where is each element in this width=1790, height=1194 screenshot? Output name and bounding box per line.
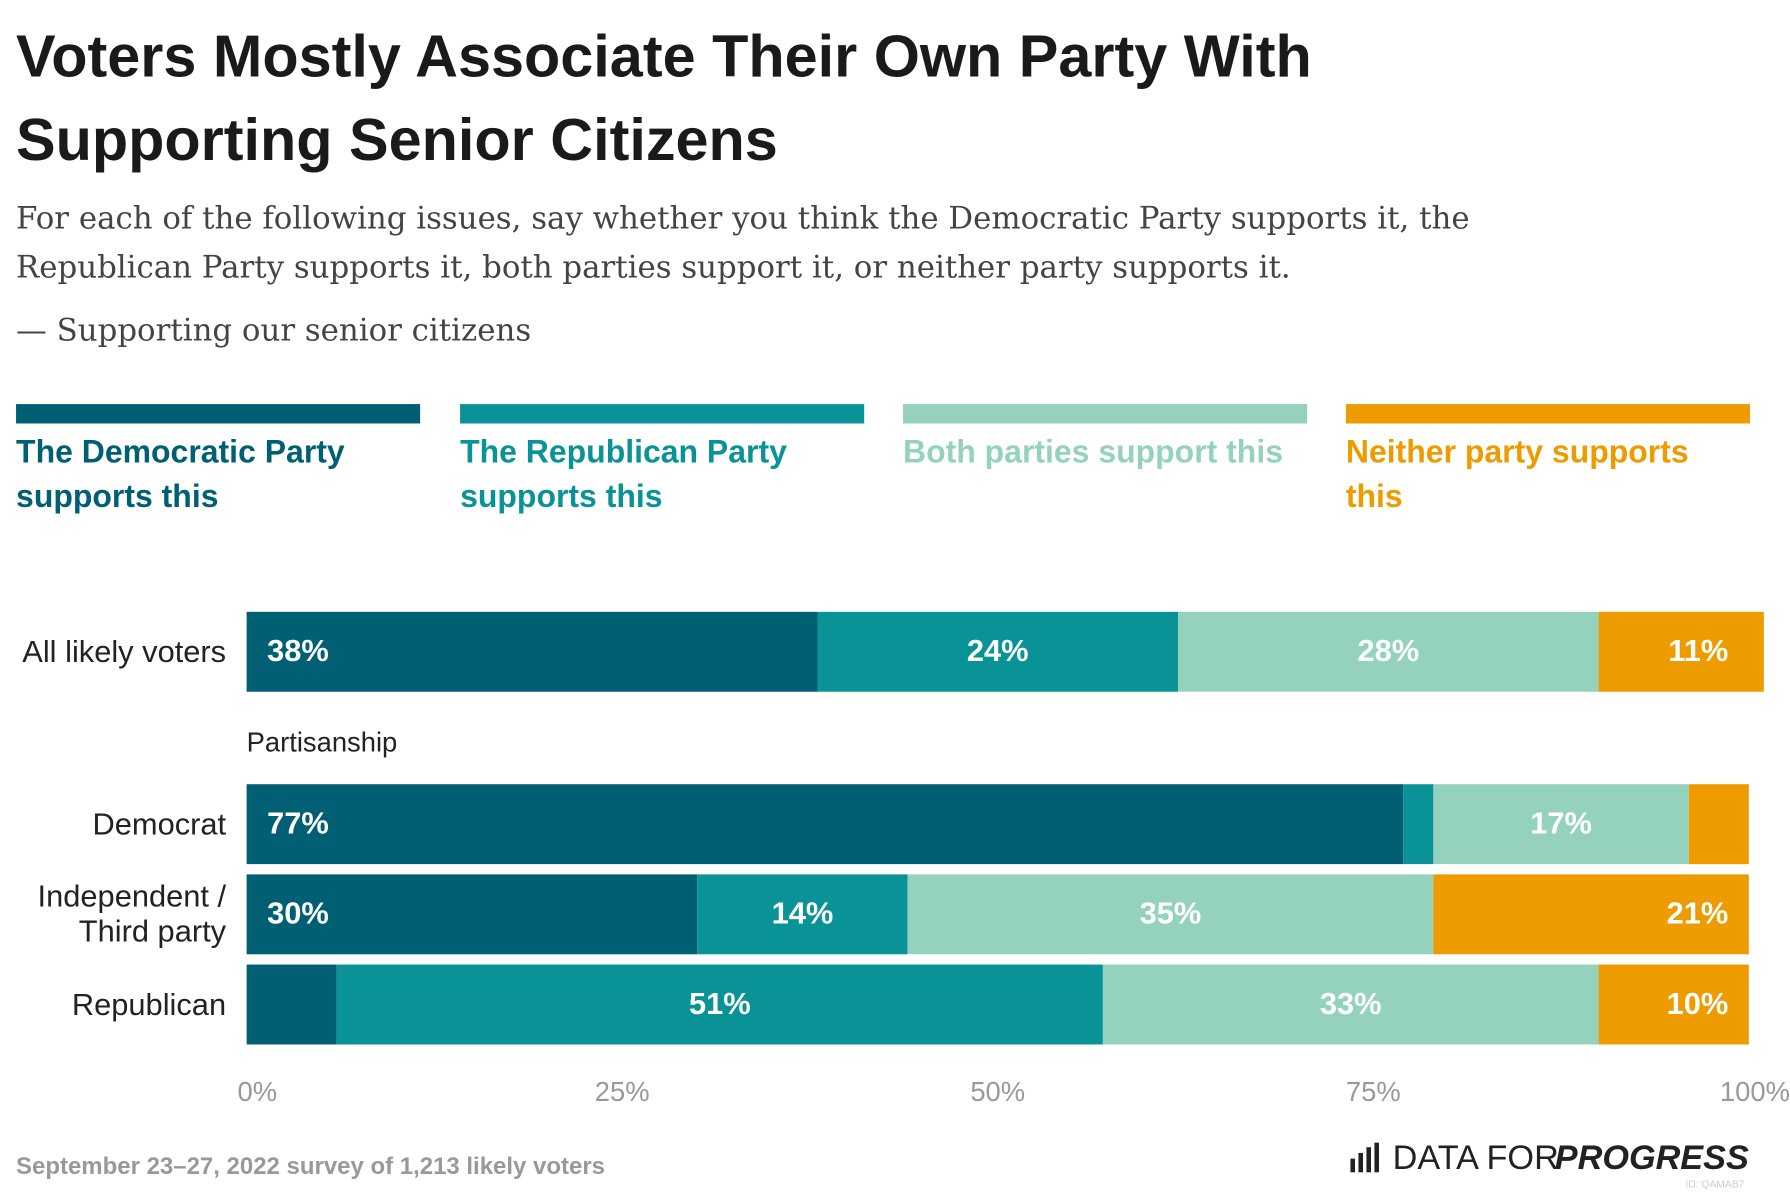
bar-segment [1433, 874, 1749, 955]
x-tick-label: 50% [970, 1076, 1025, 1107]
value-label: 77% [267, 805, 329, 840]
value-label: 28% [1357, 633, 1419, 668]
x-tick-label: 75% [1346, 1076, 1401, 1107]
logo-icon [1358, 1152, 1364, 1173]
legend-swatch [902, 404, 1308, 424]
note: September 23–27, 2022 survey of 1,213 li… [16, 1153, 605, 1180]
x-tick-label: 100% [1720, 1076, 1790, 1107]
y-tick-label-box: All likely voters [22, 634, 227, 669]
legend-label: The Democratic Party supports this [16, 433, 345, 514]
id-code: ID: QAMAB7 [1686, 1180, 1745, 1191]
bar-segment [246, 874, 698, 955]
legend-label-box: The Republican Party supports this [460, 433, 787, 514]
bar-segment [246, 964, 337, 1045]
bar-segment [1403, 784, 1434, 865]
group-label: Partisanship [247, 726, 398, 757]
value-label: 30% [267, 896, 329, 931]
value-label: 10% [1667, 986, 1729, 1021]
bar-segment [1688, 784, 1749, 865]
logo-icon [1350, 1158, 1356, 1173]
legend-label: Both parties support this [902, 433, 1283, 470]
bar-segment [1598, 611, 1764, 692]
brand-text-bold: PROGRESS [1555, 1139, 1749, 1177]
bar-segment [1102, 964, 1599, 1045]
value-label: 17% [1530, 805, 1592, 840]
legend-label-box: Both parties support this [902, 433, 1283, 470]
value-label: 51% [689, 986, 751, 1021]
bar-segment [1433, 784, 1689, 865]
logo-icon [1366, 1147, 1372, 1173]
y-tick-label-box: Republican [71, 986, 227, 1022]
y-tick-label: Republican [71, 986, 227, 1022]
value-label: 33% [1320, 986, 1382, 1021]
logo-icon [1374, 1142, 1379, 1173]
legend-swatch [16, 404, 421, 424]
bar-segment [817, 611, 1178, 692]
x-tick-label: 25% [595, 1076, 650, 1107]
legend-label-box: Neither party supports this [1345, 433, 1689, 514]
legend-label: The Republican Party supports this [460, 433, 787, 514]
legend-label-box: The Democratic Party supports this [16, 433, 345, 514]
y-tick-label: Democrat [92, 806, 227, 841]
bar-segment [1177, 611, 1599, 692]
x-tick-label: 0% [238, 1076, 278, 1107]
legend-swatch [1345, 404, 1750, 424]
logo: DATA FOR PROGRESS ID: QAMAB7 [1350, 1139, 1749, 1191]
legend-label: Neither party supports this [1345, 433, 1689, 514]
value-label: 21% [1667, 896, 1729, 931]
y-tick-label: All likely voters [22, 634, 227, 669]
bar-segment [1598, 964, 1749, 1045]
value-label: 24% [967, 633, 1029, 668]
value-label: 38% [267, 633, 329, 668]
brand-text: DATA FOR [1393, 1139, 1559, 1177]
bar-segment [246, 611, 818, 692]
bar-segment [246, 784, 1404, 865]
chart-subtitle: For each of the following issues, say wh… [16, 200, 1470, 286]
y-tick-label-box: Independent / Third party [37, 878, 227, 949]
question-item: — Supporting our senior citizens [16, 313, 531, 349]
legend-swatch [460, 404, 865, 424]
subtitle-box: For each of the following issues, say wh… [16, 200, 1470, 286]
title-box: Voters Mostly Associate Their Own Party … [16, 23, 1312, 174]
value-label: 35% [1140, 896, 1202, 931]
bar-segment [907, 874, 1434, 955]
value-label: 11% [1668, 633, 1728, 668]
chart-title: Voters Mostly Associate Their Own Party … [16, 23, 1312, 174]
bar-segment [697, 874, 908, 955]
bar-segment [336, 964, 1103, 1045]
value-label: 14% [772, 896, 834, 931]
y-tick-label: Independent / Third party [37, 878, 227, 949]
y-tick-label-box: Democrat [92, 806, 227, 841]
